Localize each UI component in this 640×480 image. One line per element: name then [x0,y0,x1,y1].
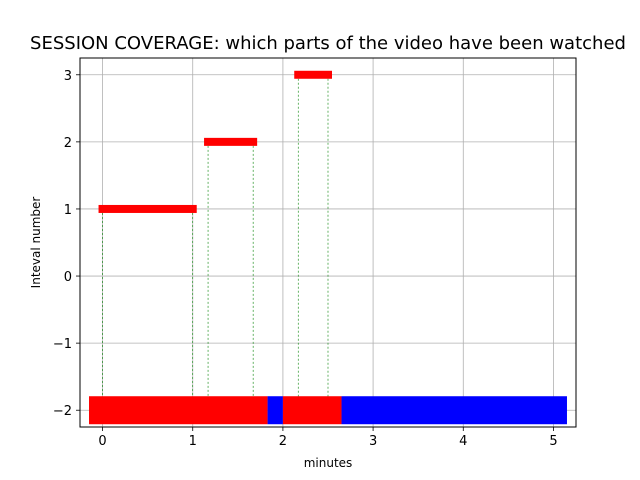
coverage-segment [341,396,567,425]
x-tick-label: 5 [549,434,557,449]
x-tick-label: 0 [98,434,106,449]
x-tick-label: 3 [369,434,377,449]
coverage-segment [267,396,283,425]
y-tick-label: 3 [64,69,72,84]
y-tick-label: 0 [64,270,72,285]
plot-frame [79,57,577,428]
y-axis-label: Inteval number [29,197,43,289]
x-tick-label: 2 [279,434,287,449]
interval-bar [98,204,197,213]
x-tick-label: 1 [189,434,197,449]
y-tick-label: 1 [64,203,72,218]
y-tick-label: 2 [64,136,72,151]
coverage-segment [282,396,342,425]
interval-bar [294,70,332,79]
x-axis-label: minutes [304,456,353,470]
coverage-segment [89,396,268,425]
y-tick-label: −1 [53,337,72,352]
guide-lines [102,74,329,411]
chart-title: SESSION COVERAGE: which parts of the vid… [30,33,626,54]
interval-bars [98,70,332,213]
y-tick-label: −2 [53,404,72,419]
x-tick-label: 4 [459,434,467,449]
coverage-row [89,396,567,425]
axis-ticks: 0 1 2 3 4 5 3 2 1 0 −1 −2 [53,69,558,449]
interval-bar [204,137,258,146]
